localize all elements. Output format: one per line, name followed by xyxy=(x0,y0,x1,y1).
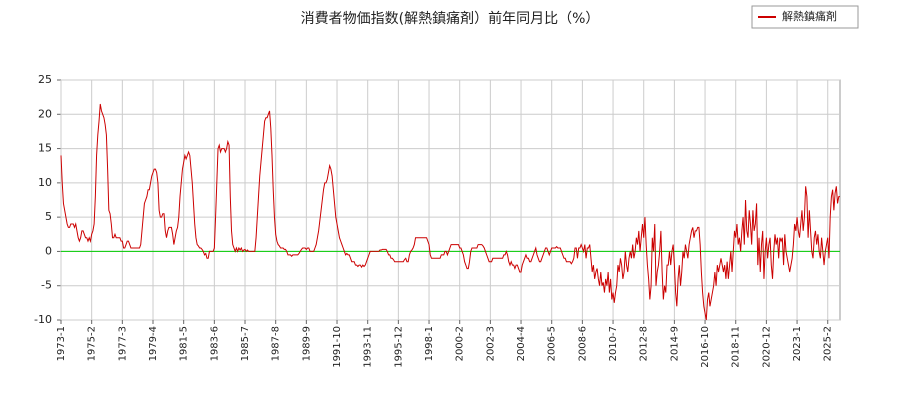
plot-area xyxy=(60,79,841,321)
x-tick-label: 1989-9 xyxy=(301,326,312,361)
y-tick-label: 15 xyxy=(38,142,52,155)
x-tick-label: 2010-7 xyxy=(608,326,619,361)
legend-box xyxy=(751,5,859,29)
x-tick-label: 2002-3 xyxy=(485,326,496,361)
y-tick-label: 20 xyxy=(38,107,52,120)
y-tick-label: -10 xyxy=(34,313,52,326)
x-tick-label: 1998-1 xyxy=(424,326,435,361)
x-tick-label: 1975-2 xyxy=(87,326,98,361)
x-tick-label: 2006-5 xyxy=(547,326,558,361)
x-tick-label: 2008-6 xyxy=(577,326,588,361)
x-tick-label: 1993-11 xyxy=(363,326,374,368)
legend-label: 解熱鎮痛剤 xyxy=(782,9,837,23)
x-tick-label: 2020-12 xyxy=(761,326,772,368)
x-tick-label: 2000-2 xyxy=(455,326,466,361)
y-tick-label: 5 xyxy=(45,210,52,223)
x-tick-label: 2025-2 xyxy=(823,326,834,361)
y-tick-label: 25 xyxy=(38,73,52,86)
x-tick-label: 1979-4 xyxy=(148,326,159,361)
x-tick-label: 2016-10 xyxy=(700,326,711,368)
x-tick-label: 2012-8 xyxy=(639,326,650,361)
x-tick-label: 1985-7 xyxy=(240,326,251,361)
y-tick-label: 0 xyxy=(45,244,52,257)
x-tick-label: 1995-12 xyxy=(393,326,404,368)
line xyxy=(60,103,840,321)
y-tick-label: 10 xyxy=(38,176,52,189)
x-tick-label: 2004-4 xyxy=(516,326,527,361)
x-tick-label: 1991-10 xyxy=(332,326,343,368)
chart-title: 消費者物価指数(解熱鎮痛剤）前年同月比（%） xyxy=(301,10,600,27)
x-tick-label: 1981-5 xyxy=(179,326,190,361)
x-tick-label: 1977-3 xyxy=(117,326,128,361)
x-tick-label: 2023-1 xyxy=(792,326,803,361)
x-tick-label: 2014-9 xyxy=(669,326,680,361)
y-tick-label: -5 xyxy=(41,279,52,292)
x-tick-label: 1983-6 xyxy=(209,326,220,361)
x-tick-label: 2018-11 xyxy=(731,326,742,368)
x-tick-label: 1973-1 xyxy=(56,326,67,361)
x-tick-label: 1987-8 xyxy=(271,326,282,361)
